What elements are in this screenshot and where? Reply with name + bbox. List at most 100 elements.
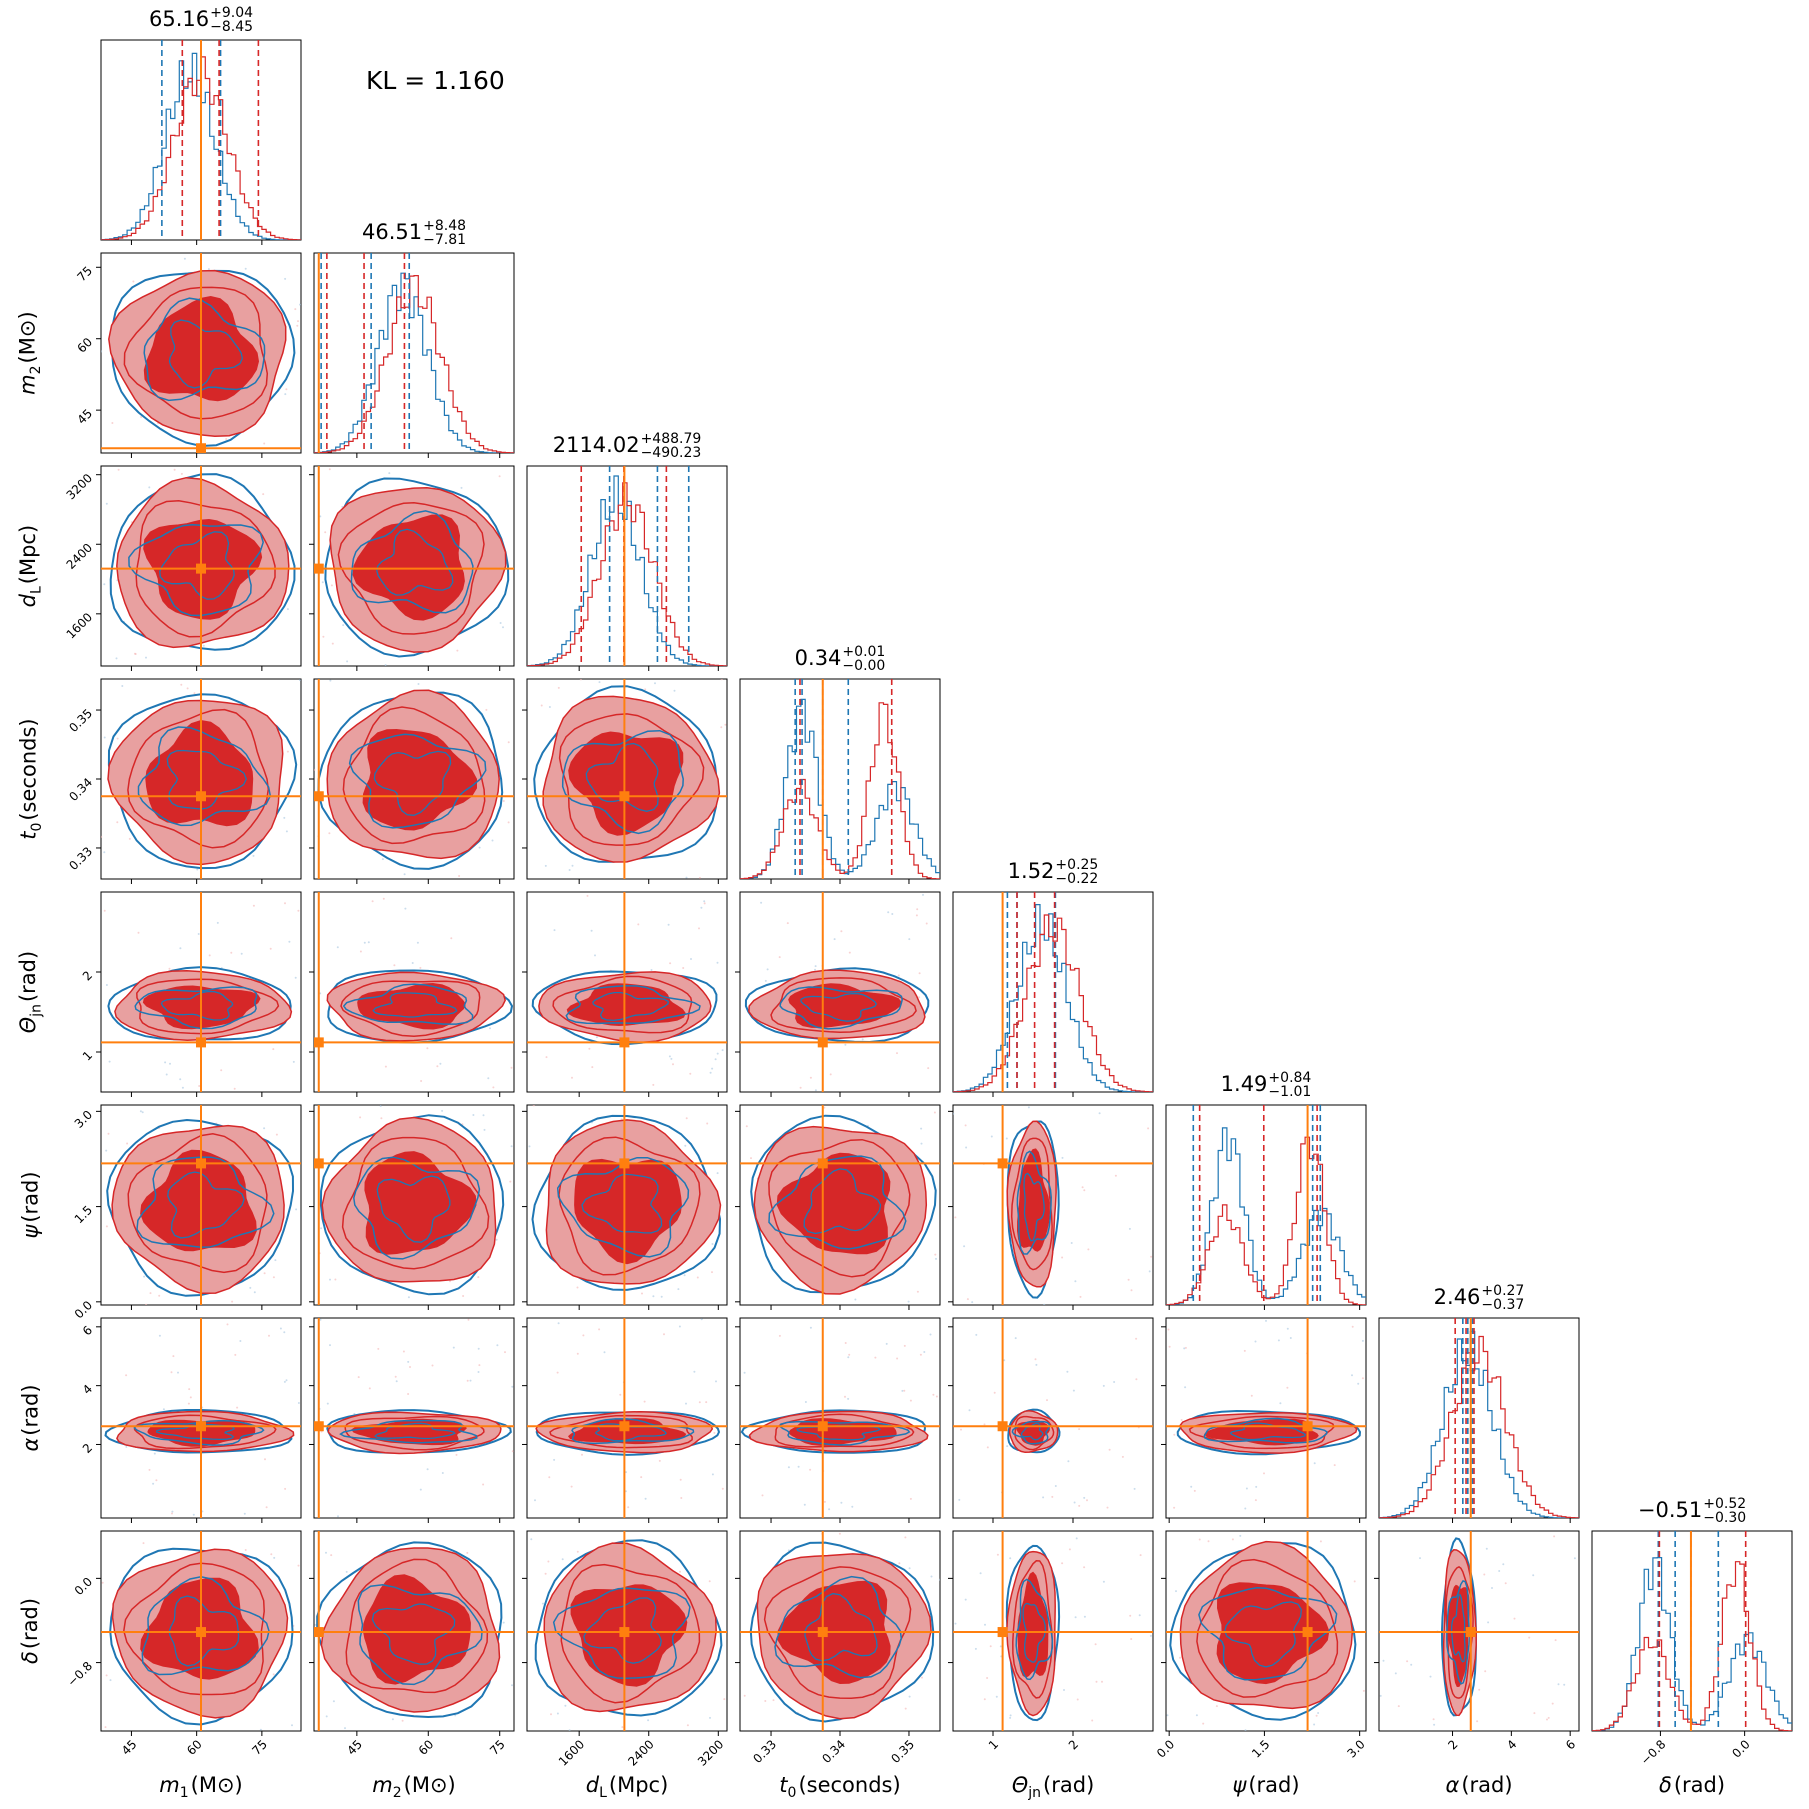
scatter-point (103, 909, 106, 912)
scatter-point (861, 1038, 864, 1041)
median-value: 65.16 (148, 7, 210, 31)
scatter-point (686, 1724, 689, 1727)
scatter-point (1351, 1325, 1354, 1328)
scatter-point (1410, 1663, 1413, 1666)
scatter-point (1147, 1127, 1150, 1130)
scatter-point (921, 1676, 923, 1679)
scatter-point (823, 1500, 826, 1503)
scatter-point (262, 493, 265, 496)
scatter-point (996, 1553, 999, 1556)
scatter-point (105, 984, 108, 986)
param-symbol: m (159, 1773, 180, 1797)
scatter-point (919, 1353, 922, 1356)
scatter-point (140, 416, 143, 418)
scatter-point (925, 922, 928, 925)
contour-red-inner (364, 1151, 477, 1255)
contour-blue-inner (372, 992, 458, 1018)
param-symbol: t (779, 1773, 788, 1797)
scatter-point (236, 1406, 239, 1409)
scatter-point (680, 1497, 683, 1499)
truth-marker (1302, 1421, 1313, 1432)
scatter-point (960, 1428, 962, 1431)
scatter-point (467, 1318, 470, 1321)
scatter-point (332, 1700, 335, 1703)
scatter-point (1504, 1582, 1507, 1585)
scatter-point (299, 679, 301, 682)
contour-red-mid (560, 1563, 701, 1704)
scatter-point (1245, 1487, 1248, 1490)
contour-red-mid (127, 1133, 268, 1274)
scatter-point (511, 1684, 513, 1687)
scatter-point (964, 1124, 967, 1127)
scatter-point (441, 1109, 444, 1112)
scatter-point (158, 1294, 161, 1297)
scatter-point (186, 687, 189, 690)
contour-6-5 (1161, 1317, 1367, 1523)
scatter-point (111, 422, 114, 424)
param-unit: (Mpc) (15, 524, 40, 585)
scatter-point (953, 1112, 955, 1115)
scatter-point (799, 1086, 802, 1089)
scatter-point (104, 1726, 107, 1729)
scatter-point (103, 736, 106, 739)
contour-blue-mid (1015, 1578, 1054, 1681)
scatter-point (918, 996, 921, 999)
scatter-point (571, 1076, 573, 1079)
scatter-point (705, 1401, 708, 1404)
scatter-point (1135, 1378, 1138, 1381)
hist-title-4: 1.52 +0.25 −0.22 (1008, 858, 1099, 886)
error-bounds: +488.79 −490.23 (641, 432, 702, 460)
contour-red-mid (136, 978, 280, 1035)
scatter-point (568, 1729, 571, 1731)
hist-blue (1166, 1127, 1366, 1305)
scatter-point (1087, 1248, 1090, 1251)
contour-blue-mid (1198, 1587, 1338, 1681)
scatter-point (336, 946, 339, 949)
minus-error: −7.81 (423, 232, 467, 248)
truth-marker (619, 1037, 630, 1048)
scatter-point (964, 1598, 967, 1601)
scatter-point (689, 1072, 692, 1075)
scatter-point (625, 1471, 627, 1474)
scatter-point (904, 1707, 907, 1710)
scatter-point (510, 1145, 513, 1148)
scatter-point (181, 1086, 184, 1089)
contour-blue-outer (1169, 1542, 1357, 1721)
scatter-point (1179, 1656, 1181, 1659)
contour-blue-inner (1224, 1601, 1302, 1668)
scatter-point (683, 1274, 686, 1277)
scatter-point (711, 1067, 714, 1070)
param-unit: (M⊙) (403, 1773, 456, 1797)
scatter-point (230, 951, 233, 954)
contour-5-0 (96, 1104, 302, 1310)
scatter-point (329, 679, 332, 682)
scatter-point (1127, 1278, 1130, 1281)
scatter-point (1190, 1485, 1193, 1488)
truth-marker (314, 791, 324, 802)
x-axis-label-0: m1(M⊙) (159, 1773, 243, 1801)
scatter-point (1073, 1501, 1076, 1504)
scatter-point (296, 324, 299, 327)
scatter-point (1173, 1433, 1176, 1436)
scatter-point (402, 1350, 405, 1353)
plus-error: +8.48 (423, 218, 467, 234)
scatter-point (1083, 1496, 1086, 1499)
contour-red-inner (566, 983, 686, 1027)
scatter-point (436, 1065, 439, 1068)
scatter-point (109, 1679, 112, 1682)
scatter-point (598, 681, 601, 684)
scatter-point (711, 1271, 713, 1274)
scatter-point (1173, 1506, 1176, 1509)
scatter-point (901, 1389, 904, 1392)
hist-title-0: 65.16 +9.04 −8.45 (149, 6, 253, 34)
truth-marker (619, 1158, 630, 1169)
scatter-point (709, 1716, 711, 1719)
scatter-point (1006, 1445, 1009, 1448)
scatter-point (371, 900, 374, 903)
scatter-point (1034, 1358, 1037, 1361)
scatter-point (682, 967, 685, 969)
scatter-point (670, 1057, 673, 1060)
contour-red-mid (342, 706, 486, 845)
scatter-point (180, 472, 183, 475)
scatter-point (208, 954, 211, 957)
